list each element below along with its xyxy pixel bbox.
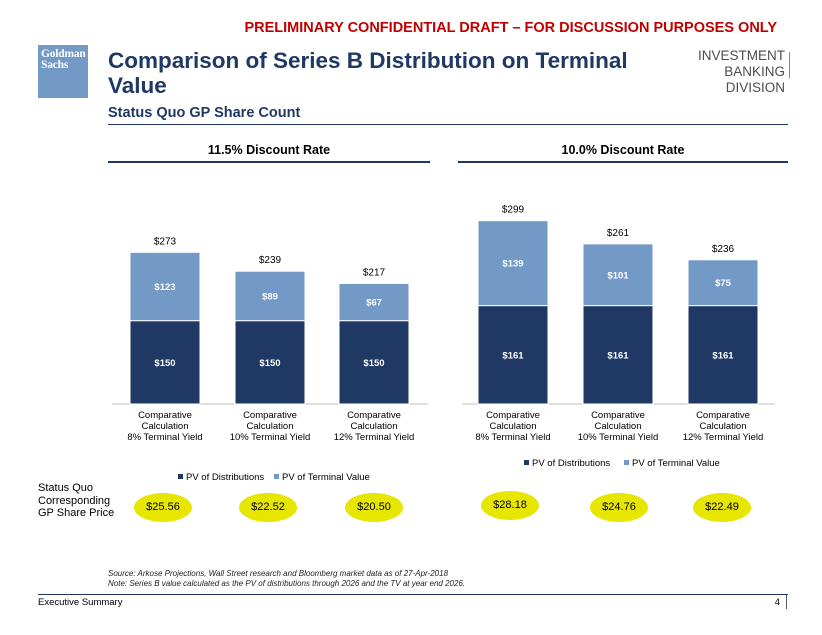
bar-total-label: $273 <box>154 236 177 247</box>
category-label: Calculation <box>142 421 189 432</box>
share-price-bubble: $28.18 <box>481 491 539 520</box>
category-label: Comparative <box>138 410 192 421</box>
category-label: 10% Terminal Yield <box>230 432 311 443</box>
legend-label: PV of Terminal Value <box>632 458 720 469</box>
right-chart-title-rule <box>458 161 788 163</box>
legend-label: PV of Distributions <box>186 472 264 483</box>
bar-total-label: $217 <box>363 267 386 278</box>
legend-swatch <box>524 460 529 465</box>
page-title: Comparison of Series B Distribution on T… <box>108 48 628 98</box>
division-line-1: INVESTMENT BANKING <box>697 48 785 79</box>
division-divider <box>789 52 790 78</box>
bar-segment <box>477 220 549 307</box>
category-label: 8% Terminal Yield <box>475 432 550 443</box>
page-number-divider <box>786 595 787 609</box>
share-price-bubble: $22.52 <box>239 493 297 522</box>
right-chart-title: 10.0% Discount Rate <box>561 143 685 157</box>
division-line-2: DIVISION <box>725 80 785 95</box>
share-price-label: Status Quo Corresponding GP Share Price <box>38 482 118 520</box>
bar-segment <box>477 305 549 405</box>
confidential-banner: PRELIMINARY CONFIDENTIAL DRAFT – FOR DIS… <box>244 20 777 36</box>
bar-value-label: $101 <box>607 270 629 281</box>
legend-swatch <box>274 474 279 479</box>
bar-segment <box>582 243 654 307</box>
bar-segment <box>234 320 306 405</box>
category-label: Comparative <box>243 410 297 421</box>
bar-total-label: $236 <box>712 244 735 255</box>
bar-segment <box>129 251 201 322</box>
category-label: Calculation <box>351 421 398 432</box>
source-text: Source: Arkose Projections, Wall Street … <box>108 569 449 578</box>
bar-value-label: $161 <box>502 350 524 361</box>
bar-segment <box>687 305 759 405</box>
category-label: Calculation <box>595 421 642 432</box>
logo-line-2: Sachs <box>41 59 69 71</box>
bar-value-label: $150 <box>363 358 384 369</box>
page-subtitle: Status Quo GP Share Count <box>108 105 301 121</box>
bar-value-label: $75 <box>715 278 732 289</box>
bar-value-label: $123 <box>154 282 175 293</box>
category-label: 8% Terminal Yield <box>127 432 202 443</box>
category-label: Calculation <box>247 421 294 432</box>
bar-value-label: $67 <box>366 298 382 309</box>
share-price-bubble: $20.50 <box>345 493 403 522</box>
legend-swatch <box>178 474 183 479</box>
share-price-label-line-2: Corresponding <box>38 494 111 507</box>
bar-value-label: $139 <box>502 259 523 270</box>
title-rule <box>108 124 788 125</box>
share-price-bubble: $25.56 <box>134 493 192 522</box>
category-label: 10% Terminal Yield <box>578 432 659 443</box>
share-price-label-line-3: GP Share Price <box>38 507 115 519</box>
goldman-sachs-logo: Goldman Sachs <box>38 45 88 98</box>
category-label: Comparative <box>591 410 645 421</box>
bar-value-label: $150 <box>259 358 280 369</box>
bar-segment <box>687 259 759 307</box>
bar-segment <box>338 282 410 322</box>
logo-line-1: Goldman <box>41 48 86 60</box>
legend-label: PV of Terminal Value <box>282 472 370 483</box>
bar-value-label: $150 <box>154 358 175 369</box>
bar-segment <box>129 320 201 405</box>
bar-value-label: $161 <box>607 350 629 361</box>
left-chart-title: 11.5% Discount Rate <box>207 143 331 157</box>
bar-segment <box>234 270 306 322</box>
bar-total-label: $239 <box>259 255 282 266</box>
share-price-bubble: $24.76 <box>590 493 648 522</box>
legend-label: PV of Distributions <box>532 458 610 469</box>
footer-section: Executive Summary <box>38 597 123 608</box>
note-text: Note: Series B value calculated as the P… <box>108 579 466 588</box>
bar-total-label: $299 <box>502 205 525 216</box>
category-label: 12% Terminal Yield <box>683 432 764 443</box>
share-price-bubble: $22.49 <box>693 493 751 522</box>
left-chart-title-rule <box>108 161 430 163</box>
bar-value-label: $161 <box>712 350 734 361</box>
page-number: 4 <box>774 597 780 608</box>
division-label: INVESTMENT BANKING DIVISION <box>650 48 785 96</box>
category-label: Comparative <box>696 410 750 421</box>
category-label: Calculation <box>700 421 747 432</box>
bar-value-label: $89 <box>262 291 278 302</box>
source-note: Source: Arkose Projections, Wall Street … <box>108 569 465 589</box>
footer-rule <box>38 594 788 595</box>
category-label: Comparative <box>486 410 540 421</box>
category-label: 12% Terminal Yield <box>334 432 415 443</box>
category-label: Calculation <box>490 421 537 432</box>
bar-segment <box>582 305 654 405</box>
bar-total-label: $261 <box>607 228 630 239</box>
share-price-label-line-1: Status Quo <box>38 482 94 494</box>
legend-swatch <box>624 460 629 465</box>
category-label: Comparative <box>347 410 401 421</box>
